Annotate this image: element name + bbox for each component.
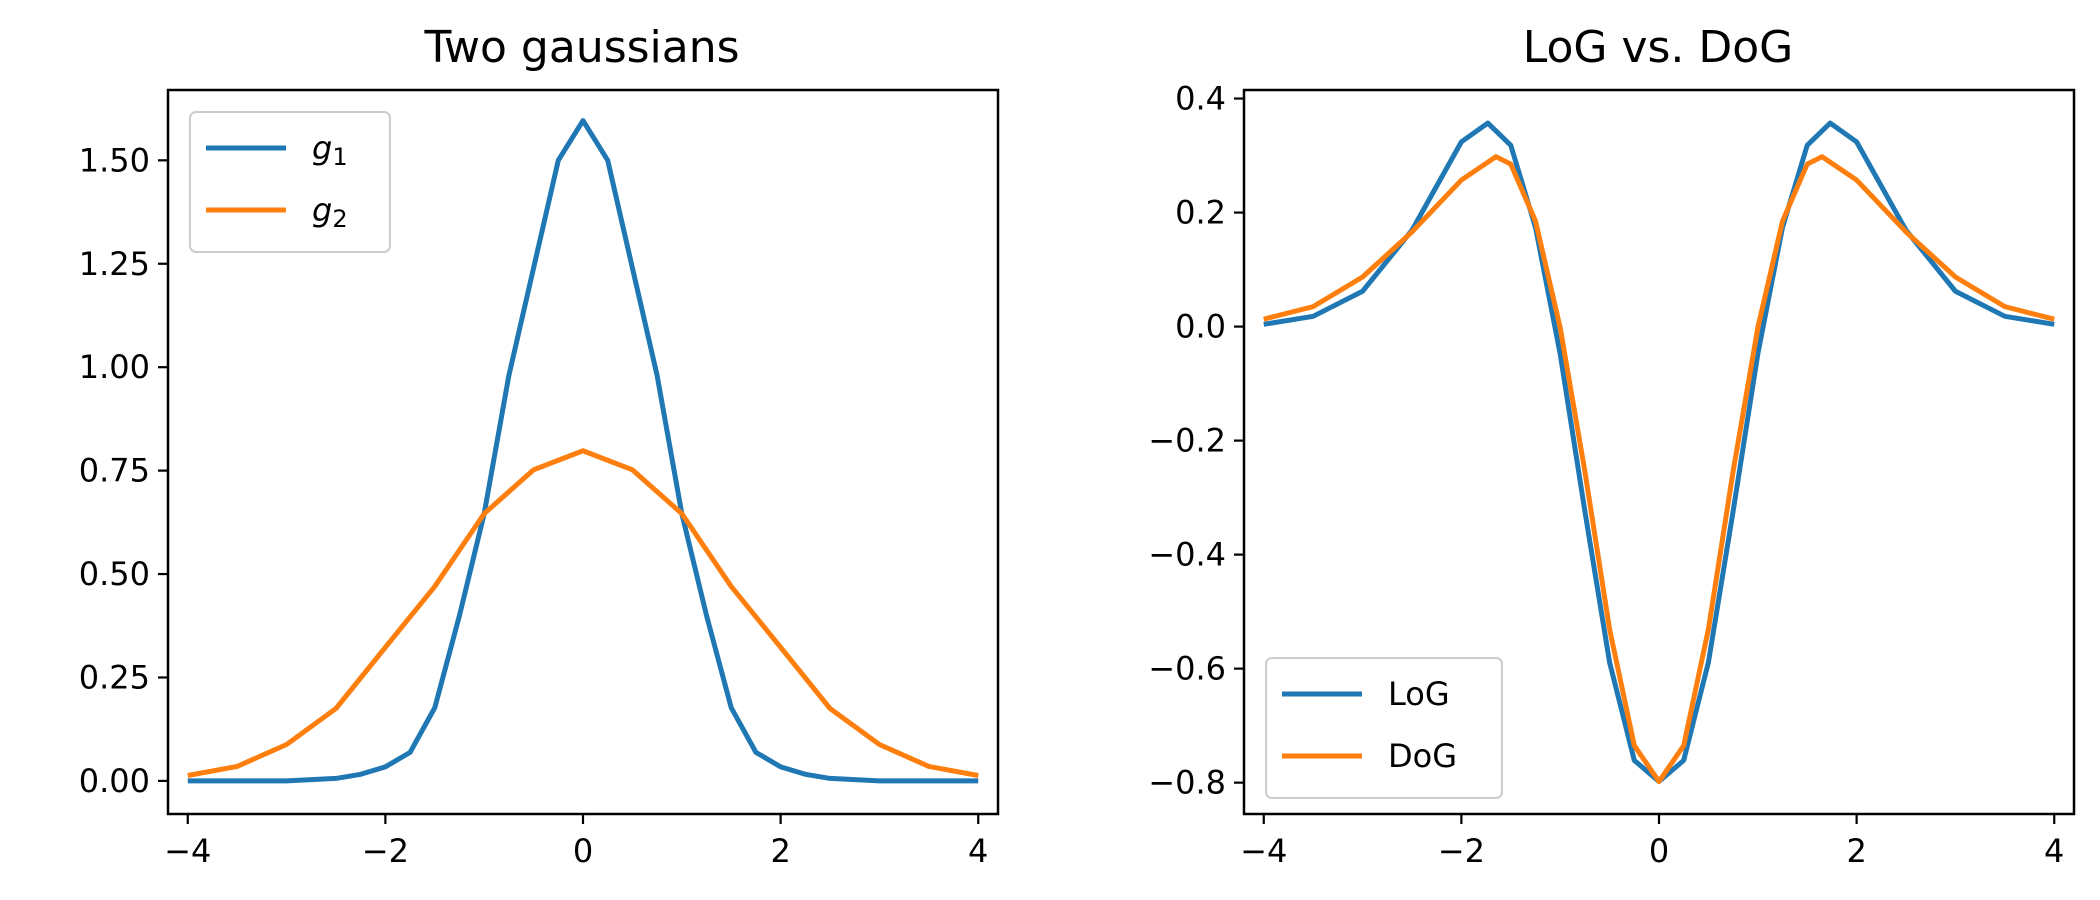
chart-title: LoG vs. DoG xyxy=(1523,22,1794,73)
y-tick-label: 1.50 xyxy=(79,141,150,179)
legend-label-subscript: 1 xyxy=(332,143,347,171)
y-tick-label: 0.4 xyxy=(1175,80,1226,118)
x-axis: −4 −2 0 2 4 xyxy=(164,814,988,870)
x-axis: −4 −2 0 2 4 xyxy=(1240,814,2064,870)
legend-label: LoG xyxy=(1388,675,1450,713)
y-tick-label: 0.2 xyxy=(1175,194,1226,232)
y-tick-label: 1.25 xyxy=(79,245,150,283)
y-tick-label: −0.4 xyxy=(1148,536,1226,574)
chart-title: Two gaussians xyxy=(423,22,739,73)
y-tick-label: 0.00 xyxy=(79,762,150,800)
x-tick-label: −4 xyxy=(1240,832,1287,870)
series-lines xyxy=(1263,120,2055,785)
y-tick-label: 0.75 xyxy=(79,452,150,490)
x-tick-label: −2 xyxy=(1438,832,1485,870)
y-tick-label: 0.25 xyxy=(79,658,150,696)
legend-box xyxy=(1265,657,1503,799)
y-tick-label: −0.6 xyxy=(1148,650,1226,688)
x-tick-label: 4 xyxy=(968,832,988,870)
y-axis: −0.8 −0.6 −0.4 −0.2 0.0 0.2 0.4 xyxy=(1148,80,1244,802)
x-tick-label: 2 xyxy=(1846,832,1866,870)
series-line-g1 xyxy=(187,118,979,784)
legend-box xyxy=(189,111,391,253)
y-tick-label: 0.50 xyxy=(79,555,150,593)
x-tick-label: 0 xyxy=(1649,832,1669,870)
y-axis: 0.00 0.25 0.50 0.75 1.00 1.25 1.50 xyxy=(79,141,168,800)
y-tick-label: 1.00 xyxy=(79,348,150,386)
legend-label-subscript: 2 xyxy=(332,205,347,233)
series-line-dog xyxy=(1263,154,2055,785)
y-tick-label: −0.2 xyxy=(1148,422,1226,460)
x-tick-label: −2 xyxy=(362,832,409,870)
series-line-g2 xyxy=(187,448,979,778)
y-tick-label: 0.0 xyxy=(1175,308,1226,346)
x-tick-label: −4 xyxy=(164,832,211,870)
x-tick-label: 4 xyxy=(2044,832,2064,870)
legend: LoG DoG xyxy=(1265,657,1503,799)
x-tick-label: 0 xyxy=(573,832,593,870)
x-tick-label: 2 xyxy=(770,832,790,870)
legend-label: DoG xyxy=(1388,737,1457,775)
y-tick-label: −0.8 xyxy=(1148,764,1226,802)
legend-label: g1 xyxy=(312,129,348,171)
series-lines xyxy=(187,118,979,784)
panel-two-gaussians: Two gaussians −4 −2 0 2 4 0.00 0.25 0.50 0.75 1.0… xyxy=(79,22,1000,870)
panel-log-vs-dog: LoG vs. DoG −4 −2 0 2 4 −0.8 −0.6 −0.4 −0.2 0.0 0.… xyxy=(1148,22,2076,870)
